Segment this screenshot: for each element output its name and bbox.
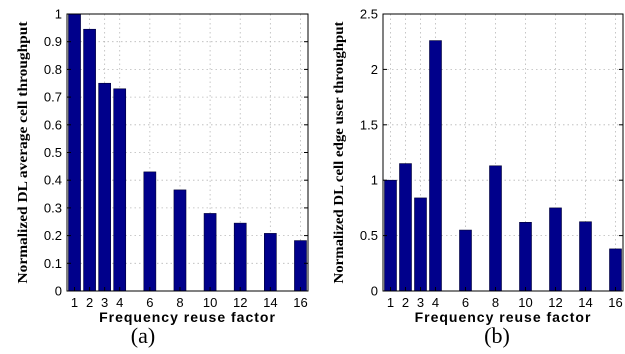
bar-12 bbox=[549, 207, 562, 292]
bar-4 bbox=[113, 88, 127, 292]
y-tick-label: 1.5 bbox=[360, 117, 378, 132]
y-tick-label: 0 bbox=[371, 284, 378, 299]
bar-12 bbox=[233, 222, 247, 292]
y-tick-label: 0.4 bbox=[44, 173, 62, 188]
bar-14 bbox=[579, 221, 592, 292]
x-tick-label: 10 bbox=[518, 295, 532, 310]
panel-caption: (a) bbox=[131, 323, 155, 348]
plot-frame bbox=[382, 13, 624, 292]
x-tick-label: 16 bbox=[293, 295, 307, 310]
bar-16 bbox=[609, 248, 622, 292]
x-tick-label: 6 bbox=[146, 295, 153, 310]
bar-16 bbox=[294, 240, 307, 292]
x-tick-label: 14 bbox=[578, 295, 592, 310]
x-tick-label: 4 bbox=[432, 295, 439, 310]
y-axis-label: Normalized DL average cell throughput bbox=[16, 21, 31, 283]
x-tick-label: 14 bbox=[263, 295, 277, 310]
x-tick-label: 3 bbox=[101, 295, 108, 310]
bar-10 bbox=[203, 213, 217, 292]
bar-3 bbox=[414, 197, 427, 292]
x-tick-label: 8 bbox=[176, 295, 183, 310]
x-tick-label: 10 bbox=[203, 295, 217, 310]
y-tick-label: 0.6 bbox=[44, 117, 62, 132]
bar-2 bbox=[83, 28, 96, 292]
x-tick-label: 2 bbox=[86, 295, 93, 310]
y-tick-label: 0 bbox=[55, 284, 62, 299]
x-tick-label: 1 bbox=[387, 295, 394, 310]
x-tick-label: 12 bbox=[548, 295, 562, 310]
y-tick-label: 0.3 bbox=[44, 200, 62, 215]
bar-3 bbox=[98, 82, 111, 292]
y-tick-label: 2 bbox=[371, 62, 378, 77]
bar-10 bbox=[519, 222, 532, 292]
x-tick-label: 1 bbox=[71, 295, 78, 310]
bar-6 bbox=[143, 171, 157, 292]
x-tick-label: 3 bbox=[417, 295, 424, 310]
x-tick-label: 6 bbox=[462, 295, 469, 310]
chart-panel-a: 00.10.20.30.40.50.60.70.80.911 2 3 4 6 8 10 12 1… bbox=[16, 7, 309, 348]
y-axis-label: Normalized DL cell edge user throughput bbox=[332, 21, 347, 283]
bar-2 bbox=[399, 163, 412, 292]
y-tick-label: 0.1 bbox=[44, 256, 62, 271]
y-tick-label: 0.9 bbox=[44, 34, 62, 49]
x-axis-label: Frequency reuse factor bbox=[415, 309, 592, 325]
bar-8 bbox=[489, 165, 502, 292]
x-axis-label: Frequency reuse factor bbox=[99, 309, 276, 325]
y-tick-label: 1 bbox=[371, 173, 378, 188]
bar-8 bbox=[173, 189, 187, 292]
x-tick-label: 8 bbox=[492, 295, 499, 310]
y-tick-label: 0.5 bbox=[44, 145, 62, 160]
x-tick-label: 2 bbox=[402, 295, 409, 310]
y-tick-label: 0.5 bbox=[360, 228, 378, 243]
x-tick-label: 12 bbox=[233, 295, 247, 310]
y-tick-label: 0.2 bbox=[44, 228, 62, 243]
y-tick-label: 0.7 bbox=[44, 90, 62, 105]
x-tick-label: 16 bbox=[608, 295, 622, 310]
panel-caption: (b) bbox=[484, 323, 510, 348]
y-tick-label: 2.5 bbox=[360, 7, 378, 22]
y-tick-label: 1 bbox=[55, 7, 62, 22]
bar-6 bbox=[459, 229, 472, 292]
y-tick-label: 0.8 bbox=[44, 62, 62, 77]
bar-14 bbox=[264, 233, 277, 292]
x-tick-label: 4 bbox=[116, 295, 123, 310]
bar-4 bbox=[429, 40, 442, 292]
